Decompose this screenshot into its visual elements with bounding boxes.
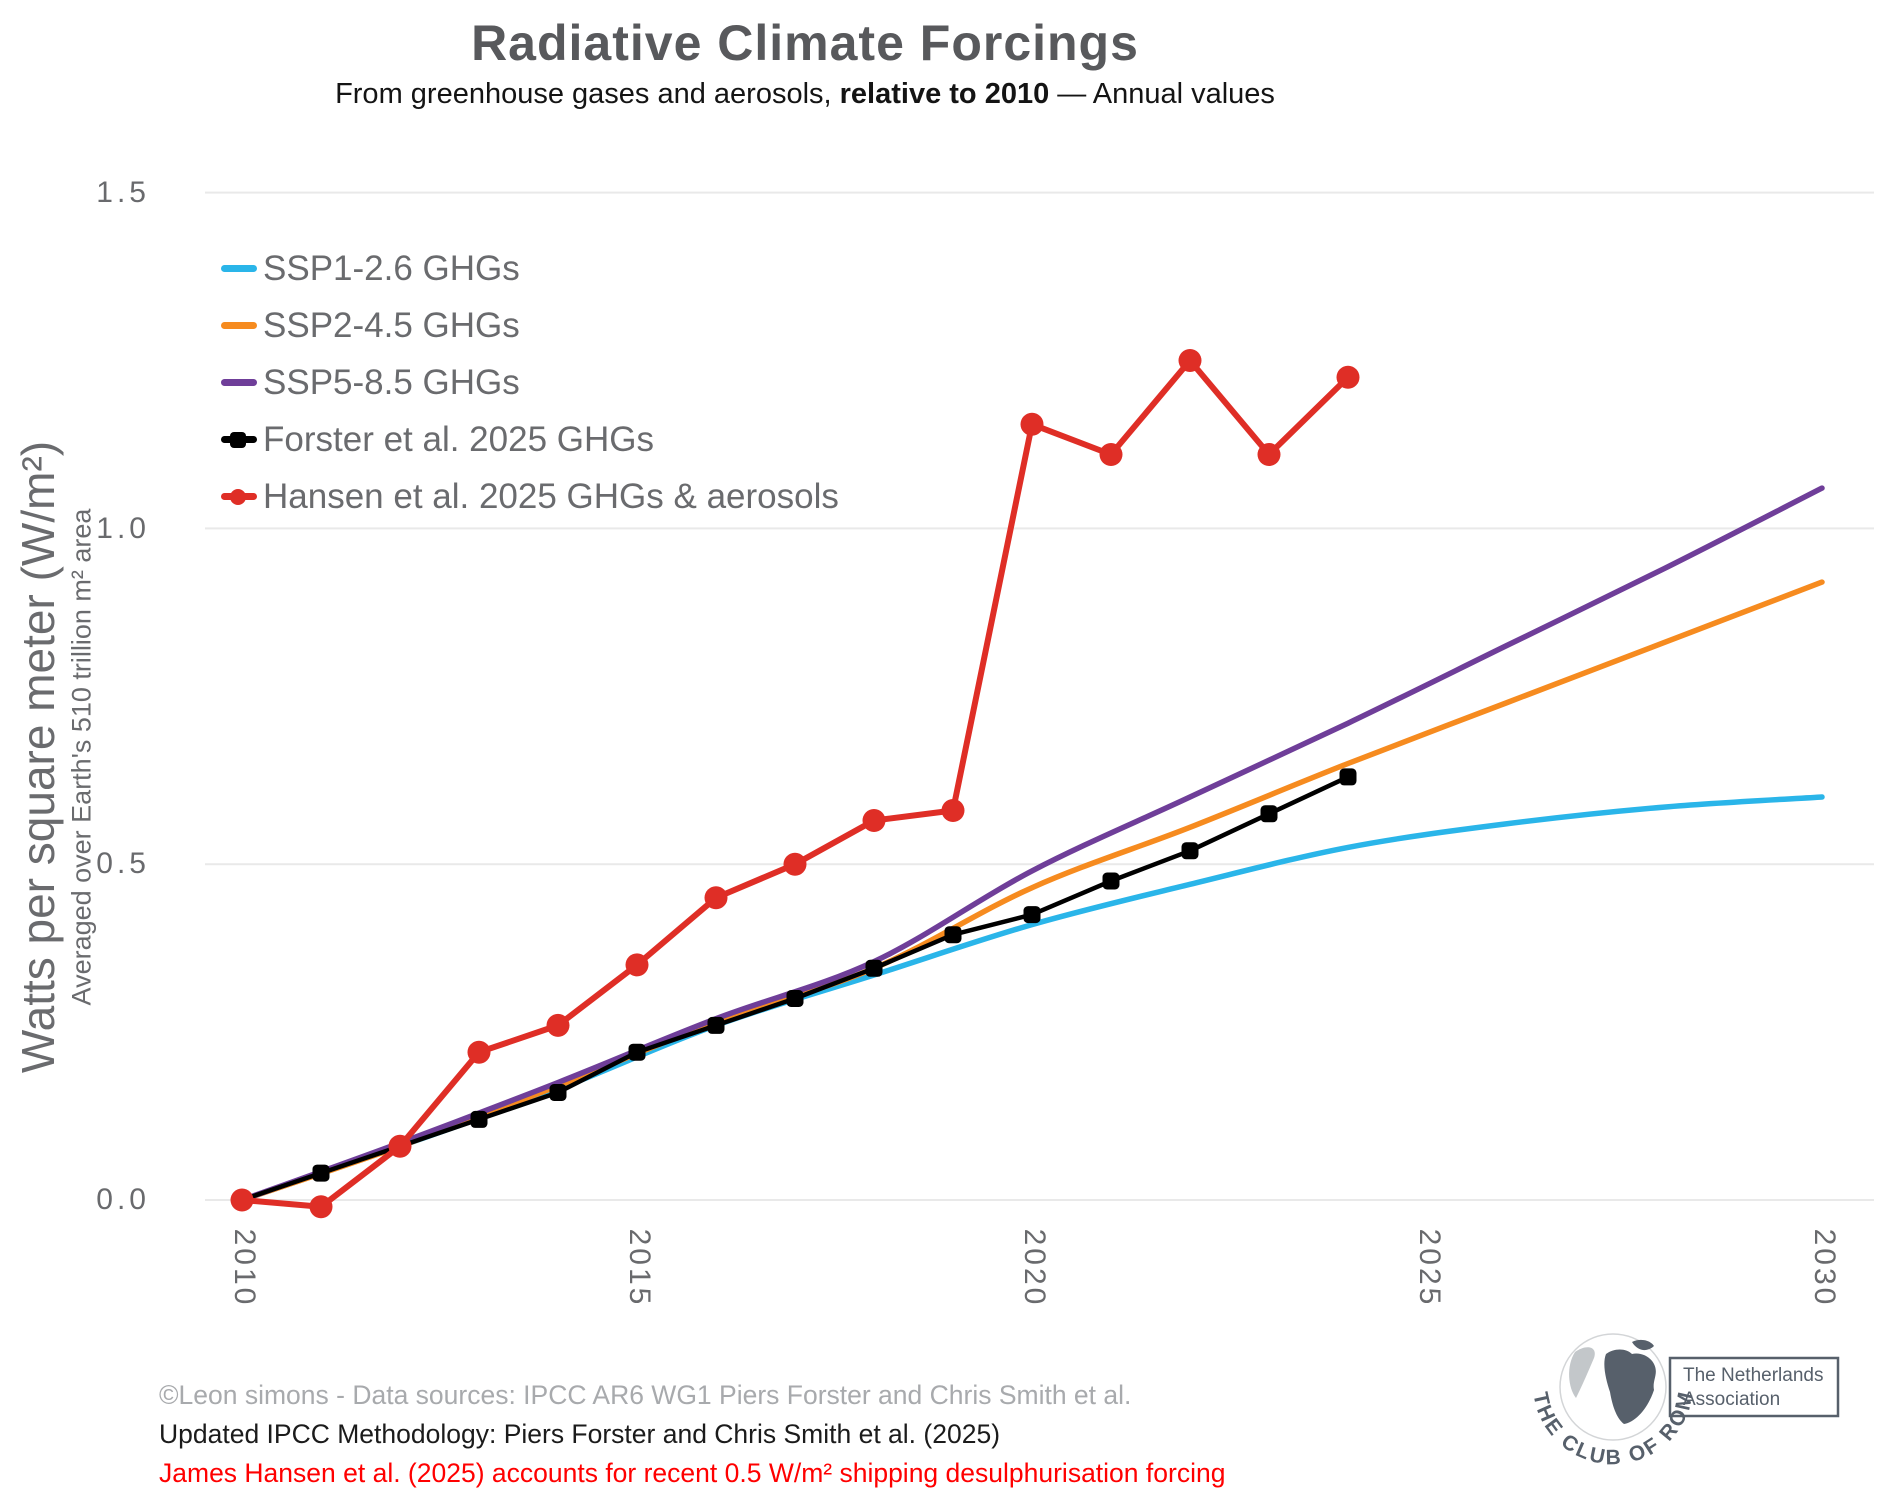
data-point-circle (1257, 443, 1281, 466)
x-tick-label: 2020 (1018, 1228, 1051, 1308)
legend-item-forster: Forster et al. 2025 GHGs (221, 411, 839, 468)
line-swatch-icon (221, 322, 257, 329)
subtitle-prefix: From greenhouse gases and aerosols, (335, 78, 840, 110)
footer-credit: ©Leon simons - Data sources: IPCC AR6 WG… (159, 1380, 1132, 1410)
data-point-circle (1020, 412, 1044, 436)
data-point-square (1023, 906, 1041, 924)
legend-item-ssp2-45: SSP2-4.5 GHGs (221, 297, 839, 354)
logo-globe-land-africa (1604, 1349, 1656, 1424)
logo-box-text-line1: The Netherlands (1683, 1365, 1823, 1386)
y-tick-label: 0.5 (96, 847, 150, 880)
logo-box-text-line2: Association (1683, 1389, 1780, 1410)
data-point-square (707, 1016, 725, 1034)
data-point-square (1339, 768, 1357, 786)
data-point-circle (1099, 443, 1123, 466)
circle-marker-icon (230, 488, 246, 505)
data-point-circle (862, 809, 886, 832)
y-tick-label: 1.5 (96, 176, 150, 209)
data-point-circle (1178, 349, 1202, 372)
data-point-circle (625, 953, 649, 977)
x-tick-label: 2010 (228, 1228, 261, 1308)
x-tick-label: 2015 (623, 1228, 656, 1308)
data-point-circle (546, 1013, 570, 1037)
data-point-square (470, 1110, 488, 1128)
legend-line-swatch (221, 370, 261, 396)
data-point-square (1260, 805, 1278, 823)
y-tick-label: 1.0 (96, 512, 150, 545)
logo-association-box (1668, 1356, 1840, 1418)
data-point-circle (467, 1040, 491, 1064)
data-point-square (1181, 842, 1199, 860)
legend-item-ssp1-26: SSP1-2.6 GHGs (221, 240, 839, 297)
club-of-rome-logo: The Netherlands Association THE CLUB OF … (1528, 1324, 1840, 1469)
footer-hansen-note: James Hansen et al. (2025) accounts for … (159, 1458, 1226, 1488)
subtitle-suffix: — Annual values (1049, 78, 1275, 110)
x-tick-label: 2030 (1808, 1228, 1841, 1308)
data-point-circle (388, 1134, 412, 1158)
data-point-square (1102, 872, 1120, 890)
data-point-circle (704, 886, 728, 910)
series-line-2 (239, 485, 1825, 1203)
legend-label: Hansen et al. 2025 GHGs & aerosols (263, 476, 839, 516)
legend-line-swatch (221, 256, 261, 282)
data-point-circle (309, 1195, 333, 1219)
series-line-0 (239, 794, 1825, 1203)
legend-label: SSP1-2.6 GHGs (263, 248, 520, 288)
data-point-square (312, 1164, 330, 1182)
logo-globe-land-west (1569, 1347, 1595, 1398)
square-marker-icon (230, 431, 246, 448)
x-tick-label: 2025 (1413, 1228, 1446, 1308)
data-point-square (628, 1043, 646, 1061)
chart-title: Radiative Climate Forcings (471, 15, 1139, 71)
data-point-square (549, 1084, 567, 1101)
chart-subtitle: From greenhouse gases and aerosols, rela… (0, 78, 1610, 111)
footer-methodology: Updated IPCC Methodology: Piers Forster … (159, 1419, 1001, 1449)
legend-line-square-swatch (221, 427, 261, 453)
legend-label: SSP5-8.5 GHGs (263, 362, 520, 402)
legend: SSP1-2.6 GHGs SSP2-4.5 GHGs SSP5-8.5 GHG… (221, 240, 839, 525)
line-swatch-icon (221, 379, 257, 386)
data-point-circle (783, 852, 807, 876)
data-point-square (944, 926, 962, 944)
data-point-circle (1336, 365, 1360, 389)
legend-item-hansen: Hansen et al. 2025 GHGs & aerosols (221, 468, 839, 525)
legend-label: Forster et al. 2025 GHGs (263, 419, 654, 459)
legend-item-ssp5-85: SSP5-8.5 GHGs (221, 354, 839, 411)
data-point-square (786, 990, 804, 1007)
data-point-circle (941, 799, 965, 822)
subtitle-bold: relative to 2010 (839, 78, 1050, 110)
y-tick-label: 0.0 (96, 1183, 150, 1216)
logo-globe-land-europe (1632, 1339, 1654, 1351)
line-swatch-icon (221, 265, 257, 272)
data-point-circle (230, 1188, 254, 1212)
data-point-square (865, 959, 883, 977)
legend-label: SSP2-4.5 GHGs (263, 305, 520, 345)
legend-line-circle-swatch (221, 484, 261, 510)
legend-line-swatch (221, 313, 261, 339)
series-line-1 (239, 579, 1825, 1203)
